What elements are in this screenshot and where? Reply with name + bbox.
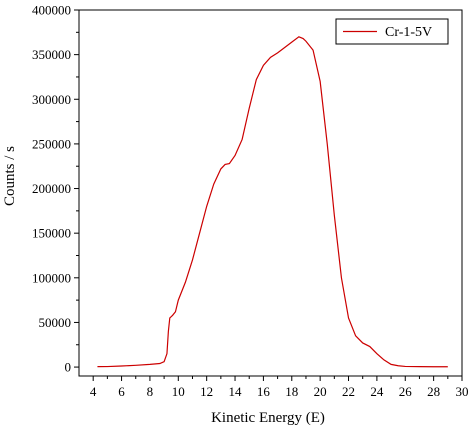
x-tick-label: 22 — [342, 384, 355, 399]
x-tick-label: 30 — [456, 384, 469, 399]
x-tick-label: 18 — [285, 384, 298, 399]
x-tick-label: 8 — [147, 384, 154, 399]
y-tick-label: 200000 — [32, 181, 71, 196]
y-tick-label: 50000 — [39, 315, 72, 330]
x-tick-label: 6 — [118, 384, 125, 399]
y-axis-title: Counts / s — [2, 146, 18, 206]
x-tick-label: 28 — [427, 384, 440, 399]
y-axis-ticks: 0 50000 100000 150000 200000 250000 300000 3500… — [32, 3, 79, 375]
x-tick-label: 12 — [200, 384, 213, 399]
plot-frame — [78, 9, 463, 377]
y-tick-label: 350000 — [32, 47, 71, 62]
x-tick-label: 24 — [370, 384, 384, 399]
series-line-cr-1-5v — [97, 36, 448, 368]
y-tick-label: 250000 — [32, 136, 71, 151]
legend-label: Cr-1-5V — [385, 25, 432, 40]
x-axis-title: Kinetic Energy (E) — [211, 410, 325, 426]
x-tick-label: 26 — [399, 384, 413, 399]
x-tick-label: 10 — [172, 384, 185, 399]
y-tick-label: 400000 — [32, 3, 71, 18]
y-tick-label: 100000 — [32, 270, 71, 285]
x-tick-label: 20 — [314, 384, 327, 399]
x-tick-label: 4 — [90, 384, 97, 399]
x-tick-label: 16 — [257, 384, 271, 399]
y-tick-label: 0 — [65, 360, 72, 375]
x-axis-ticks: 4 6 8 10 12 14 16 18 20 22 24 26 28 30 — [90, 376, 469, 399]
legend: Cr-1-5V — [335, 18, 449, 45]
y-tick-label: 150000 — [32, 226, 71, 241]
y-tick-label: 300000 — [32, 92, 71, 107]
x-tick-label: 14 — [229, 384, 243, 399]
